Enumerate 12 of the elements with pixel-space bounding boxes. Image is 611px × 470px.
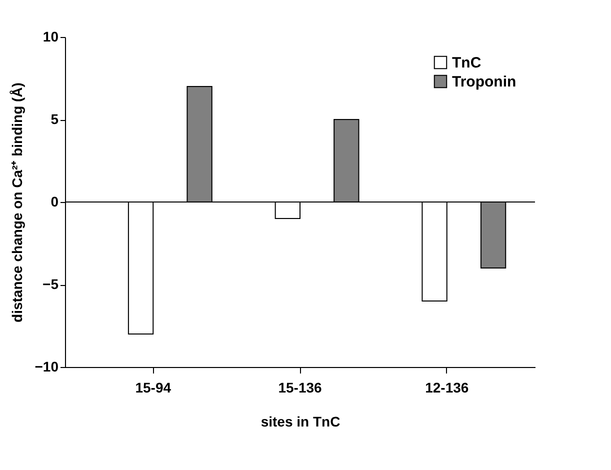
x-axis-title: sites in TnC [260,414,340,430]
y-tick-label: 0 [50,194,59,210]
y-tick-label: −10 [34,358,59,374]
x-tick-label: 15-136 [278,380,322,396]
legend-label: TnC [452,54,482,72]
y-tick-label: −5 [42,276,59,292]
y-tick-label: 5 [50,111,59,127]
x-tick-label: 15-94 [135,380,172,396]
x-tick-label: 12-136 [425,380,469,396]
legend-label: Troponin [452,74,516,90]
y-axis-title: distance change on Ca²⁺ binding (Å) [8,82,25,322]
y-tick-label: 10 [42,28,59,44]
